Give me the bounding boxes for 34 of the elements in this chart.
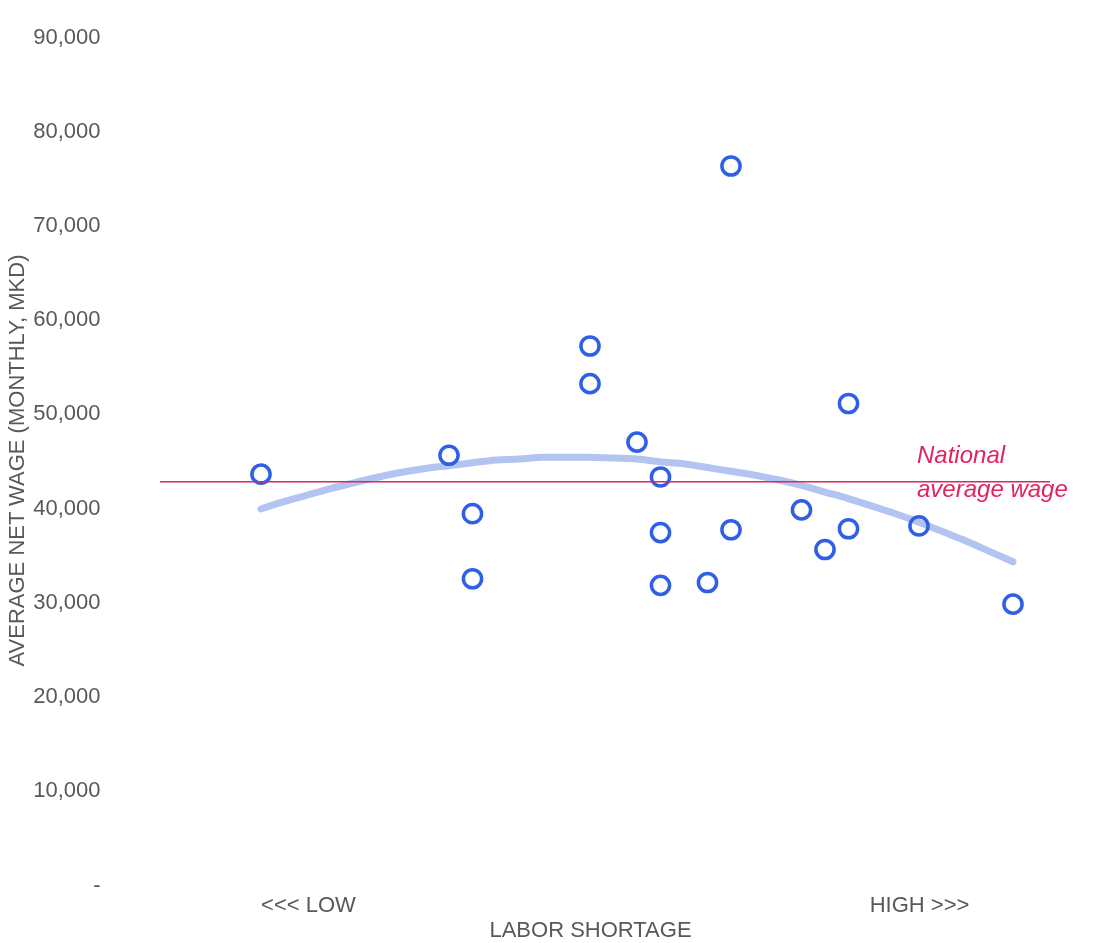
y-tick-label: 80,000 <box>33 117 101 143</box>
point <box>579 335 601 357</box>
point <box>461 502 484 525</box>
y-tick-label: 30,000 <box>33 588 101 614</box>
x-tick-label: HIGH >>> <box>869 891 970 917</box>
y-axis-title: AVERAGE NET WAGE (MONTHLY, MKD) <box>4 254 30 667</box>
y-tick-label: 40,000 <box>33 494 101 520</box>
point <box>720 518 742 541</box>
y-tick-label: 60,000 <box>33 306 101 332</box>
point <box>649 521 672 544</box>
point <box>814 538 836 561</box>
x-tick-label: <<< LOW <box>261 891 357 917</box>
point <box>837 517 860 540</box>
point <box>908 515 930 537</box>
point <box>461 567 484 590</box>
x-axis-title: LABOR SHORTAGE <box>489 916 692 942</box>
point <box>837 392 860 415</box>
point <box>696 571 719 594</box>
point <box>649 466 672 488</box>
y-tick-label: 70,000 <box>33 211 101 237</box>
y-tick-label: 10,000 <box>33 777 101 803</box>
point <box>438 444 460 467</box>
point <box>626 431 648 453</box>
y-tick-label: - <box>93 871 101 897</box>
point <box>790 499 813 521</box>
y-tick-label: 90,000 <box>33 23 101 49</box>
point <box>1002 593 1024 615</box>
point <box>250 463 272 485</box>
y-tick-label: 50,000 <box>33 400 101 426</box>
point <box>579 372 601 395</box>
point <box>720 155 742 177</box>
ref-line-label: National average wage <box>917 440 1068 502</box>
y-tick-label: 20,000 <box>33 683 101 709</box>
point <box>649 574 672 597</box>
